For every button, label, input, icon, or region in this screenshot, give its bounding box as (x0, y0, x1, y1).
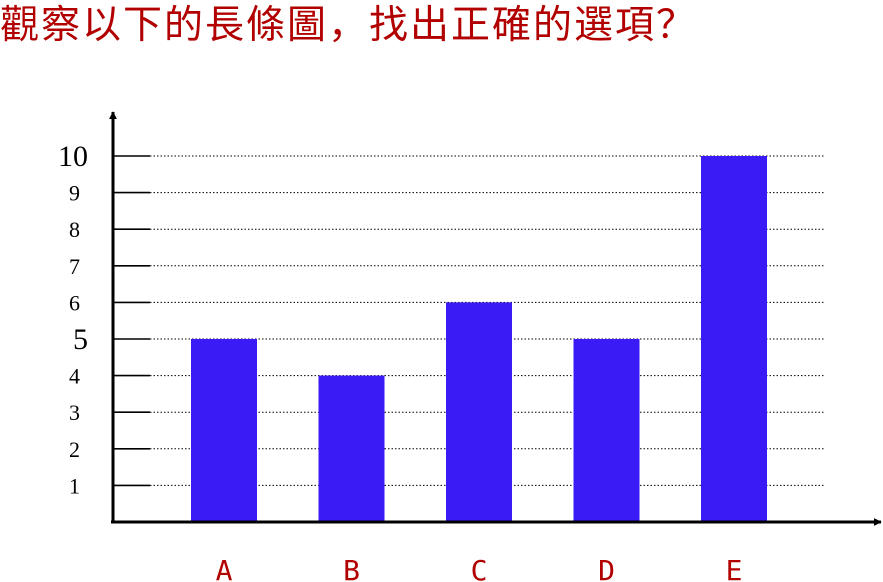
x-tick-label: A (216, 554, 233, 582)
axes (109, 111, 882, 526)
axis-labels: 1 2 3 4 5 6 7 8 9 10 A B C D E (58, 140, 742, 582)
x-tick-label: B (343, 554, 360, 582)
y-tick-label: 8 (69, 217, 80, 242)
y-tick-label: 9 (69, 181, 80, 206)
question-title: 觀察以下的長條圖，找出正確的選項？ (0, 3, 698, 48)
x-tick-label: C (471, 554, 488, 582)
y-tick-label: 6 (69, 290, 80, 315)
bars (191, 156, 767, 522)
y-tick-label: 4 (69, 364, 80, 389)
x-tick-label: D (598, 554, 615, 582)
y-tick-label: 3 (69, 400, 80, 425)
bar-c (446, 302, 512, 522)
x-tick-label: E (726, 554, 743, 582)
bar-a (191, 339, 257, 522)
bar-b (318, 375, 385, 522)
bar-e (701, 156, 767, 522)
bar-d (573, 339, 640, 522)
y-tick-label: 10 (58, 140, 88, 173)
y-tick-label: 7 (69, 254, 80, 279)
y-tick-label: 5 (73, 323, 88, 356)
y-tick-label: 1 (69, 473, 80, 498)
y-tick-label: 2 (69, 437, 80, 462)
